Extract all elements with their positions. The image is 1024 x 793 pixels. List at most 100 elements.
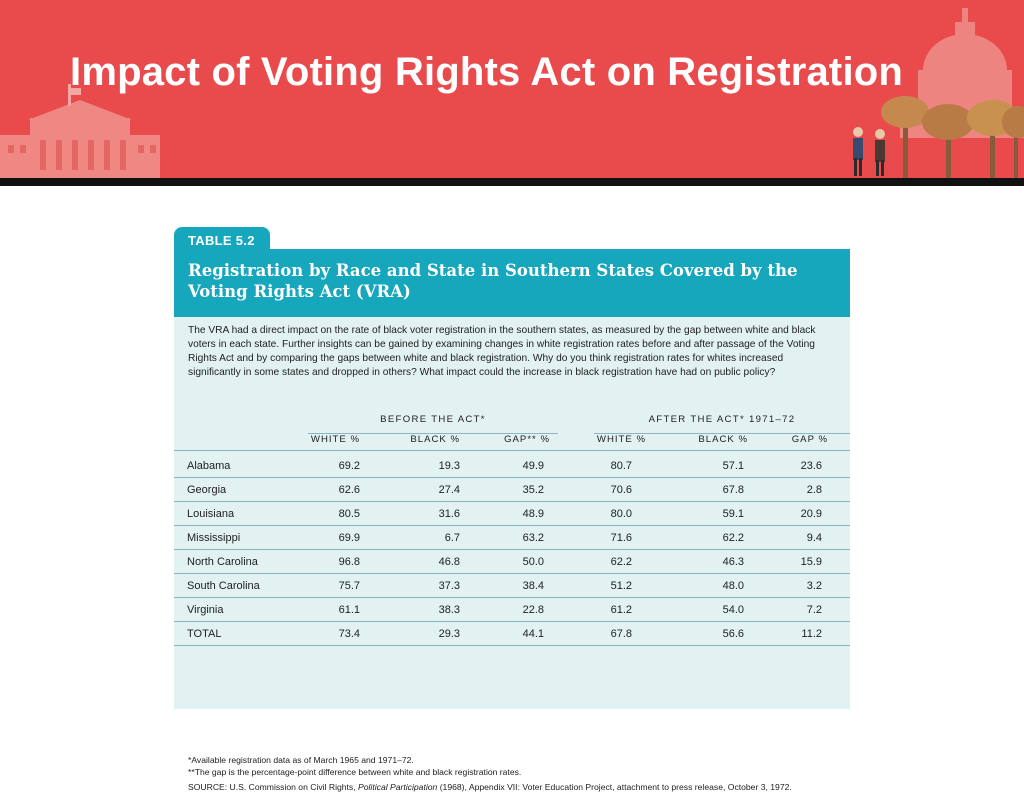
source-suffix: (1968), Appendix VII: Voter Education Pr…: [437, 782, 792, 792]
cell-white-after: 67.8: [610, 628, 632, 640]
table-footnotes: *Available registration data as of March…: [188, 754, 848, 778]
cell-gap-before: 49.9: [522, 460, 544, 472]
cell-white-before: 69.2: [338, 460, 360, 472]
cell-gap-before: 22.8: [522, 604, 544, 616]
cell-black-after: 48.0: [722, 580, 744, 592]
cell-white-before: 69.9: [338, 532, 360, 544]
cell-gap-before: 50.0: [522, 556, 544, 568]
cell-black-after: 54.0: [722, 604, 744, 616]
cell-white-after: 61.2: [610, 604, 632, 616]
group-rule-after: [594, 433, 850, 434]
cell-white-before: 61.1: [338, 604, 360, 616]
state-name: Alabama: [187, 460, 231, 472]
cell-black-after: 67.8: [722, 484, 744, 496]
cell-black-before: 19.3: [438, 460, 460, 472]
table-row: Alabama 69.2 19.3 49.9 80.7 57.1 23.6: [174, 454, 850, 478]
col-header-black-before: BLACK %: [410, 434, 460, 445]
table-intro: The VRA had a direct impact on the rate …: [188, 325, 816, 378]
header-rule: [174, 450, 850, 451]
table-body: The VRA had a direct impact on the rate …: [174, 317, 850, 792]
cell-black-after: 56.6: [722, 628, 744, 640]
cell-gap-after: 9.4: [806, 532, 822, 544]
header-banner: Impact of Voting Rights Act on Registrat…: [0, 0, 1024, 178]
row-rule: [174, 525, 850, 526]
table-row: Georgia 62.6 27.4 35.2 70.6 67.8 2.8: [174, 478, 850, 502]
cell-white-after: 71.6: [610, 532, 632, 544]
cell-gap-after: 23.6: [800, 460, 822, 472]
building-icon: [0, 84, 160, 178]
state-name: Louisiana: [187, 508, 235, 520]
trees-icon: [881, 96, 1024, 178]
cell-white-after: 80.0: [610, 508, 632, 520]
cell-black-after: 62.2: [722, 532, 744, 544]
cell-white-before: 62.6: [338, 484, 360, 496]
state-name: North Carolina: [187, 556, 258, 568]
cell-white-after: 70.6: [610, 484, 632, 496]
table-row: Virginia 61.1 38.3 22.8 61.2 54.0 7.2: [174, 598, 850, 622]
cell-gap-after: 11.2: [801, 628, 822, 640]
cell-gap-before: 44.1: [522, 628, 544, 640]
state-name: South Carolina: [187, 580, 260, 592]
cell-gap-before: 35.2: [522, 484, 544, 496]
people-icon: [853, 127, 885, 176]
state-name: Virginia: [187, 604, 224, 616]
state-name: Mississippi: [187, 532, 241, 544]
cell-black-before: 38.3: [438, 604, 460, 616]
col-header-gap-before: GAP** %: [504, 434, 550, 445]
col-header-white-before: WHITE %: [310, 434, 360, 445]
group-rule-before: [308, 433, 558, 434]
banner-divider: [0, 178, 1024, 186]
cell-black-before: 6.7: [444, 532, 460, 544]
row-rule: [174, 621, 850, 622]
cell-gap-before: 63.2: [522, 532, 544, 544]
cell-white-after: 80.7: [610, 460, 632, 472]
table-tag: TABLE 5.2: [174, 227, 270, 253]
cell-gap-before: 38.4: [522, 580, 544, 592]
row-rule: [174, 597, 850, 598]
banner-illustration: [0, 8, 1024, 178]
row-rule: [174, 573, 850, 574]
footnote-1: *Available registration data as of March…: [188, 755, 414, 765]
state-name: Georgia: [187, 484, 227, 496]
cell-gap-after: 3.2: [806, 580, 822, 592]
cell-black-before: 27.4: [438, 484, 460, 496]
state-name: TOTAL: [187, 628, 222, 640]
cell-gap-after: 20.9: [800, 508, 822, 520]
table-title: Registration by Race and State in Southe…: [188, 261, 798, 301]
cell-white-before: 96.8: [338, 556, 360, 568]
table-row: Mississippi 69.9 6.7 63.2 71.6 62.2 9.4: [174, 526, 850, 550]
cell-black-before: 46.8: [438, 556, 460, 568]
cell-black-after: 46.3: [722, 556, 744, 568]
col-header-black-after: BLACK %: [698, 434, 748, 445]
cell-white-after: 51.2: [610, 580, 632, 592]
cell-black-after: 57.1: [722, 460, 744, 472]
source-prefix: SOURCE: U.S. Commission on Civil Rights,: [188, 782, 359, 792]
row-rule: [174, 501, 850, 502]
table-tag-label: TABLE 5.2: [188, 233, 255, 248]
cell-black-before: 29.3: [438, 628, 460, 640]
col-header-gap-after: GAP %: [791, 434, 828, 445]
cell-gap-before: 48.9: [522, 508, 544, 520]
row-rule: [174, 477, 850, 478]
cell-gap-after: 15.9: [800, 556, 822, 568]
col-header-white-after: WHITE %: [596, 434, 646, 445]
group-header-before: BEFORE THE ACT*: [380, 414, 486, 425]
table-row: TOTAL 73.4 29.3 44.1 67.8 56.6 11.2: [174, 622, 850, 646]
cell-gap-after: 7.2: [806, 604, 822, 616]
cell-white-before: 75.7: [338, 580, 360, 592]
cell-black-before: 31.6: [438, 508, 460, 520]
cell-white-before: 80.5: [338, 508, 360, 520]
group-header-after: AFTER THE ACT* 1971–72: [648, 414, 796, 425]
table-row: North Carolina 96.8 46.8 50.0 62.2 46.3 15.9: [174, 550, 850, 574]
cell-black-after: 59.1: [722, 508, 744, 520]
row-rule: [174, 549, 850, 550]
cell-white-before: 73.4: [338, 628, 360, 640]
slide-title: Impact of Voting Rights Act on Registrat…: [70, 50, 904, 94]
table-row: Louisiana 80.5 31.6 48.9 80.0 59.1 20.9: [174, 502, 850, 526]
row-rule: [174, 645, 850, 646]
table-card: TABLE 5.2 Registration by Race and State…: [174, 227, 850, 792]
source-title: Political Participation: [358, 782, 438, 792]
table-row: South Carolina 75.7 37.3 38.4 51.2 48.0 3.2: [174, 574, 850, 598]
cell-white-after: 62.2: [610, 556, 632, 568]
cell-black-before: 37.3: [438, 580, 460, 592]
